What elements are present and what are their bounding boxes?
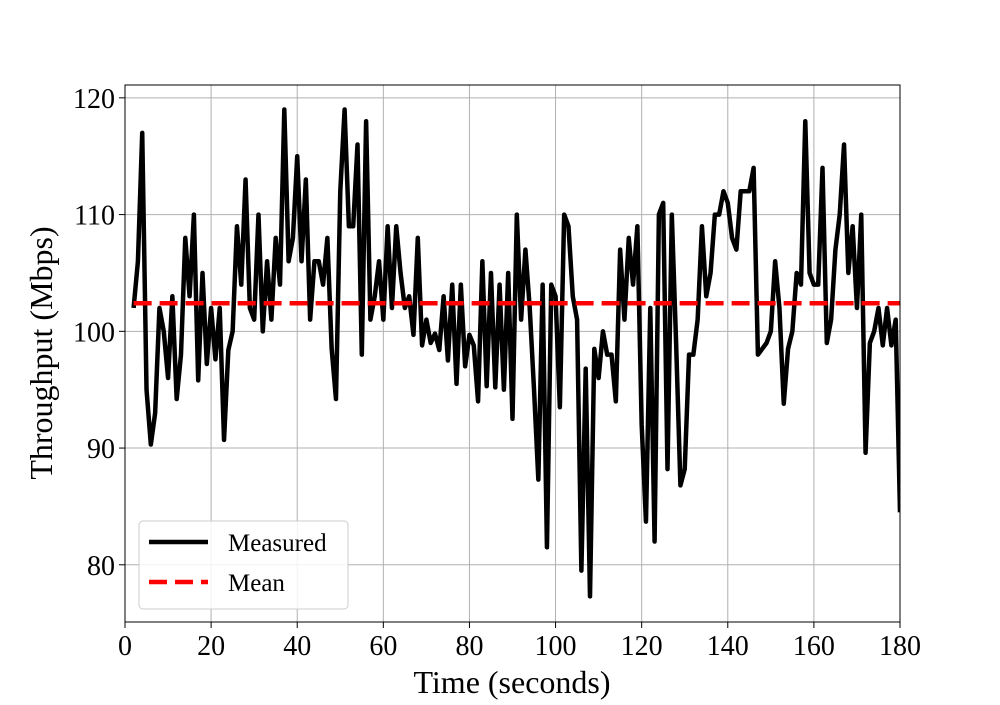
y-axis-label: Throughput (Mbps): [23, 226, 59, 479]
y-tick-label: 90: [87, 434, 115, 465]
x-axis-label: Time (seconds): [413, 664, 610, 700]
x-tick-label: 60: [369, 631, 397, 662]
x-tick-label: 180: [879, 631, 921, 662]
x-tick-label: 140: [707, 631, 749, 662]
data-line: [131, 107, 900, 599]
x-tick-label: 160: [793, 631, 835, 662]
x-tick-label: 40: [283, 631, 311, 662]
x-tick-label: 0: [118, 631, 132, 662]
y-tick-label: 100: [73, 317, 115, 348]
y-tick-label: 110: [74, 201, 115, 232]
legend-label: Mean: [228, 570, 285, 597]
x-tick-label: 100: [535, 631, 577, 662]
x-tick-label: 120: [621, 631, 663, 662]
y-tick-label: 80: [87, 551, 115, 582]
plot-frame: [124, 84, 901, 623]
legend-label: Measured: [228, 530, 327, 557]
y-tick-label: 120: [73, 84, 115, 115]
x-tick-label: 20: [197, 631, 225, 662]
x-tick-label: 80: [455, 631, 483, 662]
